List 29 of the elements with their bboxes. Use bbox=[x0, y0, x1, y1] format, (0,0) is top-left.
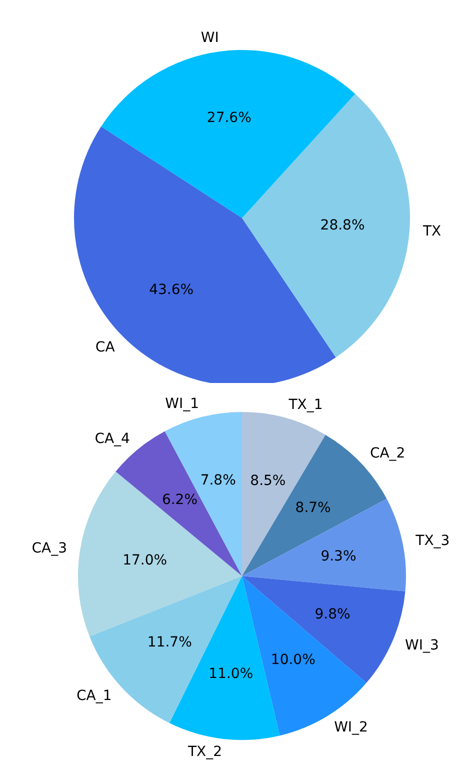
data-label: 10.0% bbox=[270, 652, 316, 668]
pie-slice bbox=[164, 412, 242, 576]
data-label: 6.2% bbox=[162, 492, 198, 508]
slice-label: CA_4 bbox=[94, 430, 130, 447]
data-label: 28.8% bbox=[320, 217, 365, 234]
slice-label: CA_2 bbox=[370, 446, 406, 462]
slice-label: TX_3 bbox=[414, 533, 450, 550]
slice-label: CA_3 bbox=[32, 540, 68, 556]
data-label: 11.7% bbox=[147, 634, 192, 651]
slice-label: WI_2 bbox=[334, 719, 368, 736]
slice-label: CA bbox=[95, 339, 116, 356]
slice-label: WI_3 bbox=[404, 637, 439, 654]
slice-label: TX_2 bbox=[186, 744, 222, 760]
data-label: 17.0% bbox=[122, 552, 168, 569]
pie-slice bbox=[78, 471, 242, 636]
data-label: 27.6% bbox=[206, 110, 252, 126]
slice-label: WI_1 bbox=[165, 396, 200, 412]
data-label: 9.8% bbox=[314, 606, 350, 623]
data-label: 7.8% bbox=[200, 472, 236, 489]
data-label: 8.7% bbox=[295, 500, 331, 516]
pie-slice bbox=[242, 498, 406, 592]
data-label: 8.5% bbox=[250, 473, 286, 490]
slice-label: WI bbox=[200, 30, 219, 46]
data-label: 11.0% bbox=[208, 666, 254, 682]
slice-label: TX bbox=[422, 223, 442, 240]
data-label: 9.3% bbox=[320, 548, 356, 565]
slice-label: CA_1 bbox=[76, 688, 112, 704]
slice-label: TX_1 bbox=[288, 397, 323, 414]
data-label: 43.6% bbox=[149, 282, 194, 298]
